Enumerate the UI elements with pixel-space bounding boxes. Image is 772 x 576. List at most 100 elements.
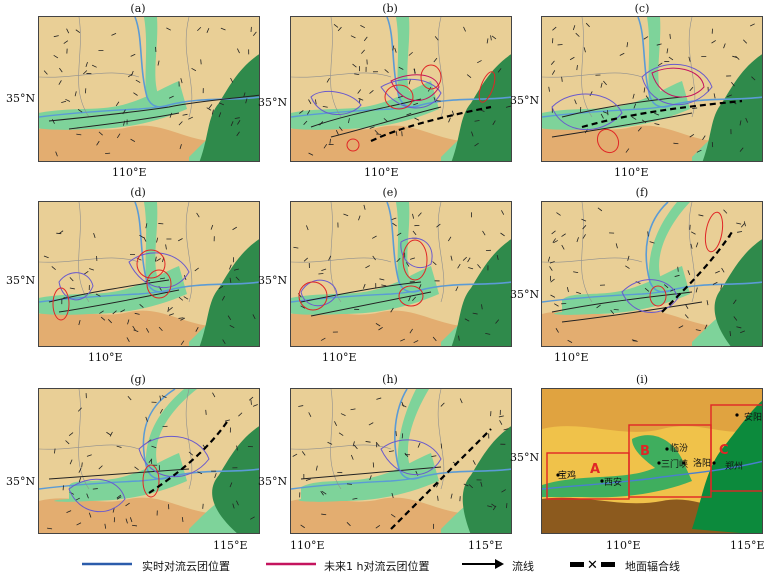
panel-label-i: (i) <box>635 373 649 386</box>
wind-barb <box>437 495 439 501</box>
fenhe-valley <box>144 17 159 103</box>
southern-mountains <box>542 497 742 533</box>
wind-barb <box>401 401 404 407</box>
wind-barb <box>695 287 698 293</box>
wind-barb <box>610 309 615 315</box>
wind-barb <box>413 102 419 106</box>
wind-barb <box>300 305 306 309</box>
wind-barb <box>689 133 695 138</box>
lat-label-e: 35°N <box>258 274 288 287</box>
wind-barb <box>135 79 141 83</box>
wind-barb <box>133 92 138 96</box>
wind-barb <box>729 331 731 337</box>
qinling-mountains <box>542 125 712 161</box>
wind-barb <box>178 121 183 126</box>
wind-barb <box>196 212 200 218</box>
wind-barb <box>378 326 383 331</box>
wind-barb <box>492 120 496 126</box>
wind-barb <box>301 451 306 456</box>
wind-barb <box>550 278 555 283</box>
wind-barb <box>306 225 309 231</box>
wei-river <box>542 104 673 118</box>
wind-barb <box>234 117 240 119</box>
wind-barb <box>111 33 117 36</box>
wind-barb <box>86 454 92 457</box>
wind-barb <box>143 236 147 242</box>
wind-barb <box>391 492 394 498</box>
wind-barb <box>406 112 412 116</box>
wind-barb <box>131 524 138 527</box>
wind-barb <box>76 133 82 136</box>
wind-barb <box>619 52 625 56</box>
wind-barb <box>165 244 167 250</box>
wind-barb <box>300 524 305 529</box>
wind-barb <box>574 99 577 105</box>
qinling-mountains <box>39 497 209 533</box>
wind-barb <box>408 51 413 56</box>
wind-barb <box>148 458 153 464</box>
qinling-mountains <box>291 497 461 533</box>
wind-barb <box>77 407 82 412</box>
map-panel-d <box>38 201 260 347</box>
wind-barb <box>229 277 232 283</box>
wind-barb <box>631 339 637 342</box>
wind-barb <box>365 441 371 443</box>
wind-barb <box>145 416 148 422</box>
legend-convergence-dash-2 <box>601 562 615 567</box>
wind-barb <box>698 214 704 217</box>
legend-label-convergence: 地面辐合线 <box>625 560 680 573</box>
wind-barb <box>669 33 671 39</box>
wind-barb <box>417 212 422 217</box>
yellow-river <box>394 389 511 480</box>
province-boundaries <box>39 17 193 118</box>
lat-label-h: 35°N <box>258 475 288 488</box>
wind-barb <box>134 312 140 315</box>
wind-barb <box>221 295 225 301</box>
streamline <box>300 466 442 480</box>
fenhe-valley <box>145 389 197 475</box>
wind-barb <box>252 404 258 407</box>
map-panel-b <box>290 16 512 162</box>
qinling-mountains <box>291 310 461 346</box>
wind-barb <box>320 337 326 341</box>
wind-barb <box>56 232 62 235</box>
legend-arrow-head <box>495 559 504 569</box>
wind-barb <box>647 231 649 237</box>
wind-barb <box>739 147 744 152</box>
wind-barb <box>363 36 368 42</box>
lat-label-d: 35°N <box>6 274 36 287</box>
wind-barb <box>740 330 745 334</box>
panel-label-g: (g) <box>130 373 146 386</box>
wind-barb <box>551 70 556 75</box>
wind-barb <box>368 422 374 426</box>
wind-barb <box>674 274 680 277</box>
wind-barb <box>180 340 185 346</box>
legend-label-streamline: 流线 <box>512 560 534 573</box>
wind-barb <box>109 431 113 437</box>
wind-barb <box>58 80 62 85</box>
wind-barb <box>463 26 466 32</box>
wind-barb <box>413 340 419 344</box>
wind-barb <box>641 119 647 124</box>
wind-barb <box>78 468 82 473</box>
wind-barb <box>59 67 63 73</box>
wind-barb <box>95 293 101 297</box>
realtime-cloud-cluster <box>641 63 713 106</box>
lat-label-f: 35°N <box>510 288 540 301</box>
wind-barb <box>230 121 234 127</box>
wind-barb <box>689 86 694 92</box>
city-marker <box>665 447 669 451</box>
lat-label-c: 35°N <box>510 94 540 107</box>
cloud-cluster-highlight-ellipse <box>298 281 328 311</box>
wind-barb <box>248 396 254 401</box>
streamline <box>48 94 259 122</box>
wind-barb <box>327 441 333 445</box>
wind-barb <box>350 454 354 460</box>
wind-barb <box>77 108 83 113</box>
wind-barb <box>352 63 357 68</box>
lon-label-b: 110°E <box>364 166 399 179</box>
streamline <box>310 291 432 317</box>
wind-barb <box>645 95 650 101</box>
wind-barb <box>372 462 375 468</box>
wind-barb <box>323 143 328 149</box>
